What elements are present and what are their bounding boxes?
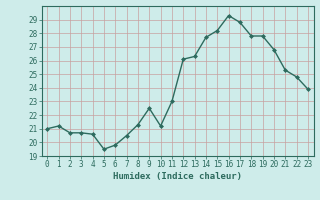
- X-axis label: Humidex (Indice chaleur): Humidex (Indice chaleur): [113, 172, 242, 181]
